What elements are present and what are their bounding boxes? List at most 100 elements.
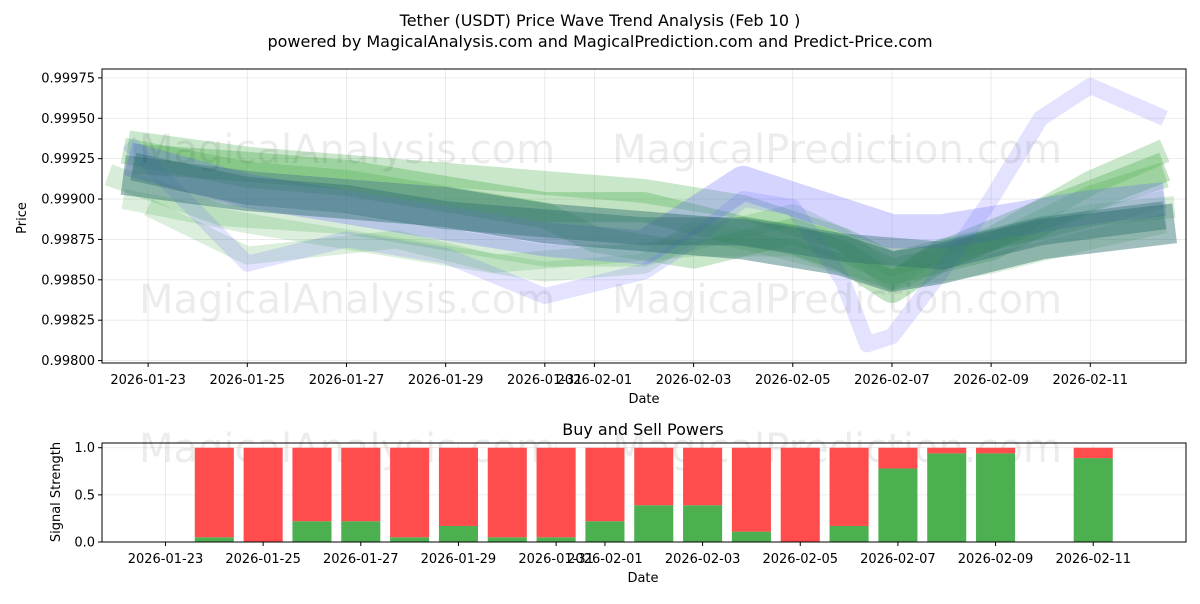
price-x-tick-label: 2026-02-05 <box>755 373 831 388</box>
buy-bar <box>829 525 869 542</box>
wave-band-green-band-d <box>132 143 1171 303</box>
price-y-tick-label: 0.99825 <box>41 314 95 329</box>
sell-bar <box>536 447 576 538</box>
sell-bar <box>585 447 625 522</box>
sell-bar <box>194 447 234 538</box>
sell-bar <box>292 447 332 522</box>
price-x-tick-label: 2026-01-23 <box>110 373 186 388</box>
price-x-tick-label: 2026-02-07 <box>854 373 930 388</box>
signal-x-tick-label: 2026-01-23 <box>128 552 204 567</box>
price-x-tick-label: 2026-02-09 <box>953 373 1029 388</box>
signal-x-ticks: 2026-01-23 2026-01-25 2026-01-27 2026-01-29… <box>128 542 1131 567</box>
wave-band-green-band-a <box>104 164 1176 291</box>
price-x-tick-label: 2026-02-11 <box>1053 373 1129 388</box>
buy-bar <box>390 537 430 542</box>
sell-bar <box>390 447 430 538</box>
sell-bar <box>1073 447 1113 459</box>
buy-bar <box>1073 458 1113 542</box>
buy-bar <box>731 531 771 542</box>
price-x-tick-label: 2026-01-27 <box>309 373 385 388</box>
buy-bar <box>487 537 527 542</box>
wave-band-green-band-f <box>126 130 1170 276</box>
buy-bar <box>292 521 332 542</box>
price-y-tick-label: 0.99950 <box>41 112 95 127</box>
sell-bar <box>683 447 723 506</box>
watermark-top-left: MagicalAnalysis.com <box>139 127 555 173</box>
price-x-axis-label: Date <box>628 392 659 407</box>
signal-chart: Buy and Sell Powers MagicalAnalysis.com … <box>49 420 1187 586</box>
signal-x-tick-label: 2026-02-03 <box>665 552 741 567</box>
price-y-tick-label: 0.99925 <box>41 152 95 167</box>
signal-x-tick-label: 2026-02-07 <box>860 552 936 567</box>
buy-bar <box>927 453 967 542</box>
signal-y-tick-label: 0.0 <box>74 536 95 551</box>
chart-subtitle: powered by MagicalAnalysis.com and Magic… <box>267 32 932 51</box>
signal-y-tick-label: 0.5 <box>74 488 95 503</box>
signal-plot-frame <box>101 442 1187 543</box>
signal-y-tick-label: 1.0 <box>74 441 95 456</box>
sell-bar <box>438 447 478 526</box>
buy-bar <box>683 505 723 542</box>
price-plot-frame <box>101 68 1187 364</box>
signal-x-tick-label: 2026-02-11 <box>1055 552 1131 567</box>
sell-bar <box>976 447 1016 454</box>
sell-bar <box>829 447 869 526</box>
signal-x-tick-label: 2026-02-05 <box>762 552 838 567</box>
price-y-tick-label: 0.99875 <box>41 233 95 248</box>
price-y-tick-label: 0.99900 <box>41 193 95 208</box>
wave-band-green-band-e <box>144 190 1167 289</box>
wave-band-blue-band-a <box>122 78 1168 353</box>
price-wave-bands <box>104 78 1177 353</box>
price-x-tick-label: 2026-01-29 <box>408 373 484 388</box>
sell-bar <box>634 447 674 506</box>
buy-bar <box>585 521 625 542</box>
price-watermarks: MagicalAnalysis.com MagicalPrediction.co… <box>139 127 1062 323</box>
price-x-tick-label: 2026-01-31 <box>507 373 583 388</box>
price-gridlines <box>102 69 1186 363</box>
sell-bar <box>780 447 820 542</box>
signal-chart-title: Buy and Sell Powers <box>562 420 724 439</box>
price-x-tick-label: 2026-02-03 <box>656 373 732 388</box>
buy-bar <box>194 537 234 542</box>
price-x-tick-label: 2026-02-01 <box>557 373 633 388</box>
signal-y-ticks: 0.0 0.5 1.0 <box>74 441 102 551</box>
price-x-ticks: 2026-01-23 2026-01-25 2026-01-27 2026-01-29… <box>110 363 1128 388</box>
price-y-tick-label: 0.99800 <box>41 354 95 369</box>
price-y-ticks: 0.99800 0.99825 0.99850 0.99875 0.99900 0.999… <box>41 71 102 369</box>
price-y-tick-label: 0.99850 <box>41 273 95 288</box>
sell-bar <box>927 447 967 454</box>
signal-x-tick-label: 2026-01-29 <box>421 552 497 567</box>
buy-bar <box>634 505 674 542</box>
signal-x-axis-label: Date <box>627 571 658 586</box>
price-x-tick-label: 2026-01-25 <box>210 373 286 388</box>
watermark-mid-left: MagicalAnalysis.com <box>139 277 555 323</box>
buy-bar <box>341 521 381 542</box>
buy-bar <box>536 537 576 542</box>
signal-x-tick-label: 2026-01-25 <box>225 552 301 567</box>
wave-band-green-band-c <box>121 189 1167 290</box>
wave-band-teal-band-a <box>120 154 1177 292</box>
sell-bar <box>341 447 381 522</box>
wave-band-teal-band-b <box>130 153 1167 270</box>
signal-bars <box>194 447 1113 542</box>
price-chart: MagicalAnalysis.com MagicalPrediction.co… <box>15 68 1187 407</box>
wave-band-green-band-b <box>120 137 1169 285</box>
buy-bar <box>438 525 478 542</box>
sell-bar <box>243 447 283 542</box>
signal-x-tick-label: 2026-02-09 <box>958 552 1034 567</box>
wave-band-blue-band-b <box>123 142 1167 265</box>
price-y-axis-label: Price <box>15 202 30 234</box>
signal-y-axis-label: Signal Strength <box>49 442 64 542</box>
chart-title: Tether (USDT) Price Wave Trend Analysis … <box>399 11 801 30</box>
buy-bar <box>976 453 1016 542</box>
signal-x-tick-label: 2026-01-31 <box>518 552 594 567</box>
watermark-top-right: MagicalPrediction.com <box>612 127 1062 173</box>
sell-bar <box>731 447 771 532</box>
watermark-mid-right: MagicalPrediction.com <box>612 277 1062 323</box>
price-y-tick-label: 0.99975 <box>41 71 95 86</box>
sell-bar <box>878 447 918 469</box>
signal-x-tick-label: 2026-01-27 <box>323 552 399 567</box>
buy-bar <box>878 468 918 542</box>
signal-x-tick-label: 2026-02-01 <box>567 552 643 567</box>
